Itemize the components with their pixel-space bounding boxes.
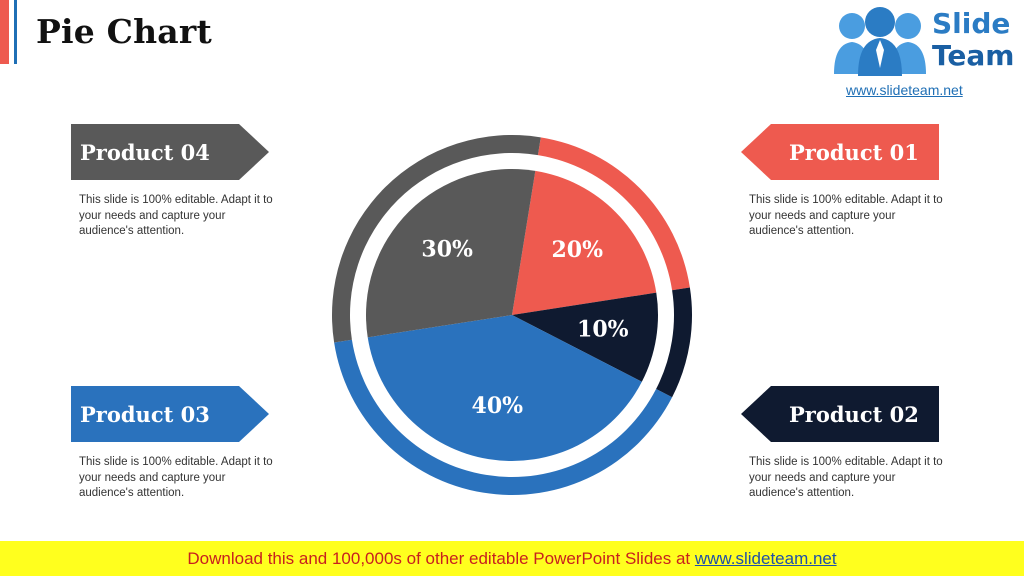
pie-slice-product-02 — [512, 292, 658, 382]
footer-text: Download this and 100,000s of other edit… — [187, 549, 695, 568]
pie-slice-product-03 — [367, 315, 642, 461]
product-03-tag: Product 03 — [71, 386, 269, 442]
product-04-tag: Product 04 — [71, 124, 269, 180]
accent-bar — [0, 0, 9, 64]
pie-slices — [366, 169, 658, 461]
product-02-description: This slide is 100% editable. Adapt it to… — [749, 456, 943, 499]
logo-word-team: Team — [932, 39, 1015, 72]
product-02-tag: Product 02 — [741, 386, 939, 442]
outer-ring — [332, 135, 692, 495]
product-03-description: This slide is 100% editable. Adapt it to… — [79, 456, 273, 499]
page-title: Pie Chart — [36, 12, 212, 51]
slideteam-logo[interactable]: Slide Team www.slideteam.net — [822, 0, 1024, 102]
pie-slice-product-01 — [512, 170, 657, 315]
ring-segment-product-02 — [656, 287, 692, 398]
slice-label-product-01: 20% — [552, 237, 604, 263]
ring-segment-product-03 — [334, 339, 673, 495]
logo-text: Slide Team — [932, 8, 1014, 72]
slice-label-product-04: 30% — [421, 237, 473, 263]
product-04-description: This slide is 100% editable. Adapt it to… — [79, 194, 273, 237]
logo-url-link[interactable]: www.slideteam.net — [846, 82, 963, 98]
slice-label-product-03: 40% — [472, 393, 524, 419]
product-01-tag: Product 01 — [741, 124, 939, 180]
pie-labels: 20% 10% 40% 30% — [421, 237, 628, 419]
footer-link[interactable]: www.slideteam.net — [694, 549, 837, 568]
product-02-label: Product 02 — [789, 401, 919, 427]
pie-slice-product-04 — [366, 169, 536, 338]
download-banner: Download this and 100,000s of other edit… — [0, 541, 1024, 576]
logo-word-slide: Slide — [932, 7, 1011, 40]
people-icon — [834, 7, 926, 76]
product-01-description: This slide is 100% editable. Adapt it to… — [749, 194, 943, 237]
ring-segment-product-01 — [537, 137, 690, 291]
product-03-label: Product 03 — [80, 401, 210, 427]
accent-line — [14, 0, 17, 64]
product-04-label: Product 04 — [80, 139, 210, 165]
product-01-label: Product 01 — [789, 139, 919, 165]
slice-label-product-02: 10% — [577, 317, 629, 343]
